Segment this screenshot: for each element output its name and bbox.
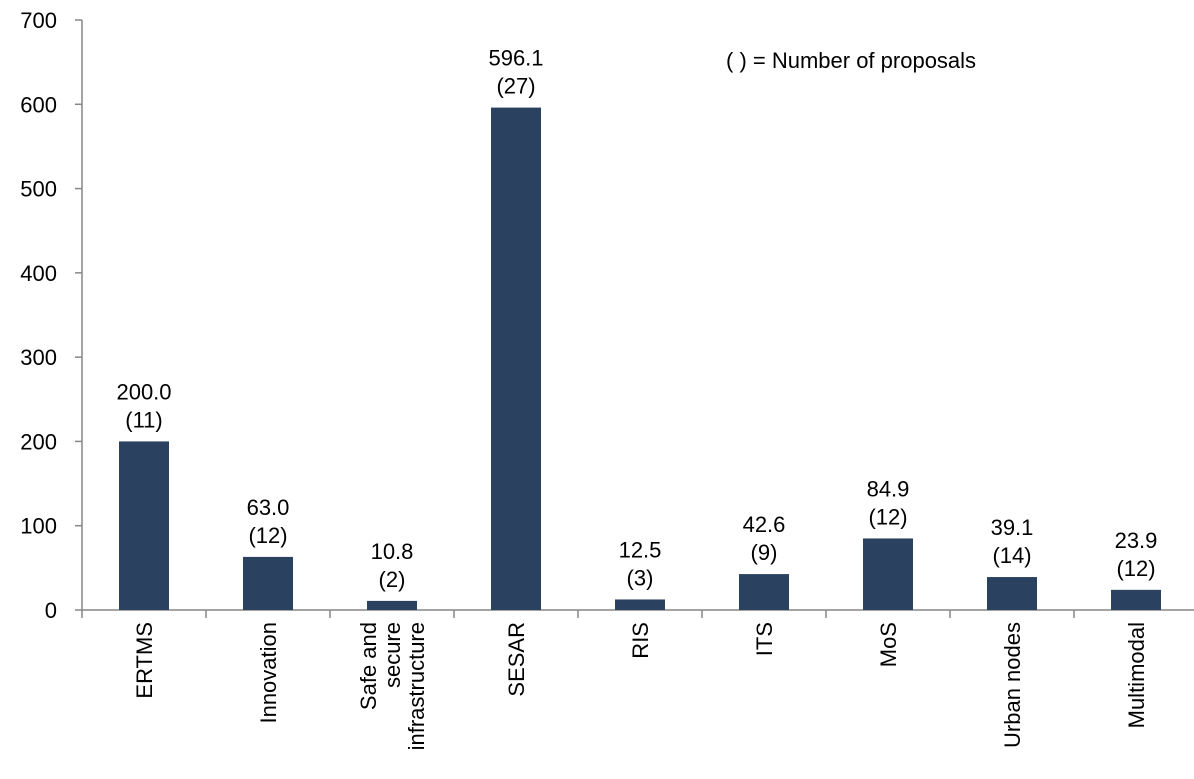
bar bbox=[739, 574, 789, 610]
bar-value-label: 84.9 bbox=[867, 476, 910, 501]
bars bbox=[119, 107, 1161, 610]
bar bbox=[367, 600, 417, 610]
bar-value-label: 12.5 bbox=[619, 537, 662, 562]
category-label: SESAR bbox=[504, 622, 529, 697]
bar-proposals-label: (2) bbox=[379, 567, 406, 592]
category-label: Innovation bbox=[256, 622, 281, 724]
bar-value-label: 42.6 bbox=[743, 512, 786, 537]
data-labels: 200.0 (11) 63.0 (12) 10.8 (2) 596.1 (27) 12.5 (3)… bbox=[116, 46, 1157, 592]
y-tick-label: 600 bbox=[20, 92, 57, 117]
category-label-line: RIS bbox=[628, 622, 653, 659]
bar-proposals-label: (27) bbox=[496, 74, 535, 99]
bar bbox=[987, 577, 1037, 610]
bar-value-label: 10.8 bbox=[371, 539, 414, 564]
category-label: ERTMS bbox=[132, 622, 157, 699]
y-tick-label: 100 bbox=[20, 514, 57, 539]
category-label-line: Multimodal bbox=[1124, 622, 1149, 728]
category-label: Urban nodes bbox=[1000, 622, 1025, 748]
bar bbox=[243, 556, 293, 610]
category-label-line: infrastructure bbox=[404, 622, 429, 750]
proposals-note: ( ) = Number of proposals bbox=[726, 48, 976, 73]
category-label: Safe and secure infrastructure bbox=[356, 622, 429, 750]
category-label-line: ITS bbox=[752, 622, 777, 656]
category-label: ITS bbox=[752, 622, 777, 656]
bar bbox=[1111, 589, 1161, 610]
category-label-line: secure bbox=[380, 622, 405, 688]
category-label-line: ERTMS bbox=[132, 622, 157, 699]
bar-value-label: 39.1 bbox=[991, 515, 1034, 540]
bar-value-label: 63.0 bbox=[247, 495, 290, 520]
bar-proposals-label: (14) bbox=[992, 543, 1031, 568]
category-label-line: Innovation bbox=[256, 622, 281, 724]
category-label-line: Safe and bbox=[356, 622, 381, 710]
category-label-line: Urban nodes bbox=[1000, 622, 1025, 748]
bar-value-label: 23.9 bbox=[1115, 528, 1158, 553]
y-tick-label: 400 bbox=[20, 261, 57, 286]
y-tick-label: 300 bbox=[20, 345, 57, 370]
category-label: RIS bbox=[628, 622, 653, 659]
bar-proposals-label: (12) bbox=[1116, 556, 1155, 581]
y-tick-label: 500 bbox=[20, 177, 57, 202]
category-label-line: SESAR bbox=[504, 622, 529, 697]
y-tick-label: 0 bbox=[45, 598, 57, 623]
bar-proposals-label: (11) bbox=[125, 407, 163, 432]
bar-value-label: 200.0 bbox=[116, 379, 171, 404]
bar bbox=[615, 599, 665, 610]
bar-proposals-label: (3) bbox=[627, 565, 654, 590]
bar-proposals-label: (12) bbox=[248, 523, 287, 548]
category-label: Multimodal bbox=[1124, 622, 1149, 728]
y-tick-label: 700 bbox=[20, 8, 57, 33]
y-tick-label: 200 bbox=[20, 429, 57, 454]
category-label: MoS bbox=[876, 622, 901, 667]
bar bbox=[863, 538, 913, 610]
bar bbox=[491, 107, 541, 610]
bar bbox=[119, 441, 169, 610]
bar-proposals-label: (12) bbox=[868, 504, 907, 529]
bar-proposals-label: (9) bbox=[751, 540, 778, 565]
bar-value-label: 596.1 bbox=[488, 46, 543, 71]
category-label-line: MoS bbox=[876, 622, 901, 667]
category-labels: ERTMS Innovation Safe and secure infrastruct… bbox=[132, 622, 1149, 750]
